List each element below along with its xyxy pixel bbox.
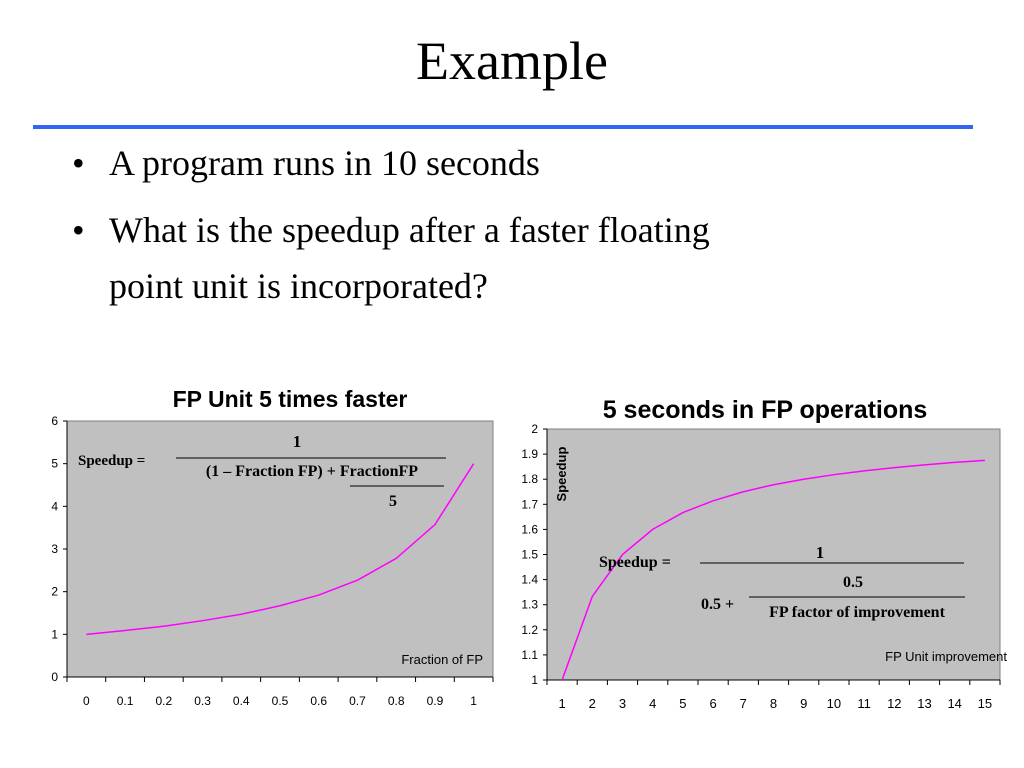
formula-denominator: (1 – Fraction FP) + FractionFP bbox=[206, 463, 418, 480]
y-tick-label: 6 bbox=[51, 414, 58, 428]
chart-title: FP Unit 5 times faster bbox=[173, 386, 408, 412]
x-tick-label: 10 bbox=[827, 696, 841, 711]
series-line bbox=[86, 463, 475, 636]
x-tick-label: 7 bbox=[740, 696, 747, 711]
formula-numerator: 1 bbox=[293, 432, 302, 451]
y-tick-label: 1 bbox=[51, 627, 58, 641]
x-tick-label: 0 bbox=[83, 694, 90, 708]
y-tick-label: 1.1 bbox=[521, 648, 538, 662]
y-axis-label: Speedup bbox=[554, 446, 569, 501]
x-tick-label: 3 bbox=[619, 696, 626, 711]
x-tick-label: 0.1 bbox=[117, 694, 134, 708]
y-tick-label: 1.8 bbox=[521, 472, 538, 486]
chart-title: 5 seconds in FP operations bbox=[603, 396, 928, 424]
x-tick-label: 0.7 bbox=[349, 694, 366, 708]
y-tick-label: 0 bbox=[51, 670, 58, 684]
x-tick-label: 9 bbox=[800, 696, 807, 711]
formula-numerator: 1 bbox=[816, 543, 825, 562]
x-tick-label: 0.2 bbox=[155, 694, 172, 708]
x-tick-label: 6 bbox=[709, 696, 716, 711]
y-tick-label: 1.3 bbox=[521, 598, 538, 612]
x-tick-label: 12 bbox=[887, 696, 901, 711]
x-tick-label: 14 bbox=[947, 696, 961, 711]
y-tick-label: 1.5 bbox=[521, 548, 538, 562]
x-tick-label: 11 bbox=[857, 696, 871, 711]
bullet-text: A program runs in 10 seconds bbox=[109, 143, 540, 183]
y-tick-label: 1.7 bbox=[521, 497, 538, 511]
y-tick-label: 5 bbox=[51, 457, 58, 471]
x-tick-label: 0.8 bbox=[388, 694, 405, 708]
x-axis-label: FP Unit improvement bbox=[885, 649, 1007, 664]
formula-inner-denominator: FP factor of improvement bbox=[769, 604, 945, 621]
title-divider bbox=[33, 125, 973, 129]
bullet-dot-icon: • bbox=[72, 143, 85, 183]
y-tick-label: 1 bbox=[531, 673, 538, 687]
formula-inner-numerator: 0.5 bbox=[843, 574, 863, 591]
y-tick-label: 1.2 bbox=[521, 623, 538, 637]
x-axis-label: Fraction of FP bbox=[401, 652, 483, 667]
x-tick-label: 0.5 bbox=[272, 694, 289, 708]
y-tick-label: 1.4 bbox=[521, 573, 538, 587]
x-tick-label: 1 bbox=[558, 696, 565, 711]
x-tick-label: 15 bbox=[978, 696, 992, 711]
y-tick-label: 3 bbox=[51, 542, 58, 556]
bullet-dot-icon: • bbox=[72, 210, 85, 250]
y-tick-label: 1.6 bbox=[521, 522, 538, 536]
x-tick-label: 0.3 bbox=[194, 694, 211, 708]
x-tick-label: 0.4 bbox=[233, 694, 250, 708]
formula-lhs: Speedup = bbox=[599, 554, 671, 571]
y-tick-label: 4 bbox=[51, 499, 58, 513]
formula-inner-lhs: 0.5 + bbox=[701, 596, 734, 613]
formula-lhs: Speedup = bbox=[78, 453, 145, 469]
y-tick-label: 2 bbox=[51, 585, 58, 599]
y-tick-label: 1.9 bbox=[521, 447, 538, 461]
formula-sub-denominator: 5 bbox=[389, 493, 397, 510]
slide-title: Example bbox=[416, 31, 608, 91]
x-tick-label: 2 bbox=[589, 696, 596, 711]
x-tick-label: 5 bbox=[679, 696, 686, 711]
bullet-text: What is the speedup after a faster float… bbox=[109, 210, 710, 250]
x-tick-label: 1 bbox=[470, 694, 477, 708]
series-line bbox=[561, 459, 985, 681]
bullet-text-continued: point unit is incorporated? bbox=[109, 266, 488, 306]
x-tick-label: 0.9 bbox=[427, 694, 444, 708]
x-tick-label: 13 bbox=[917, 696, 931, 711]
x-tick-label: 0.6 bbox=[310, 694, 327, 708]
x-tick-label: 4 bbox=[649, 696, 656, 711]
y-tick-label: 2 bbox=[531, 422, 538, 436]
x-tick-label: 8 bbox=[770, 696, 777, 711]
